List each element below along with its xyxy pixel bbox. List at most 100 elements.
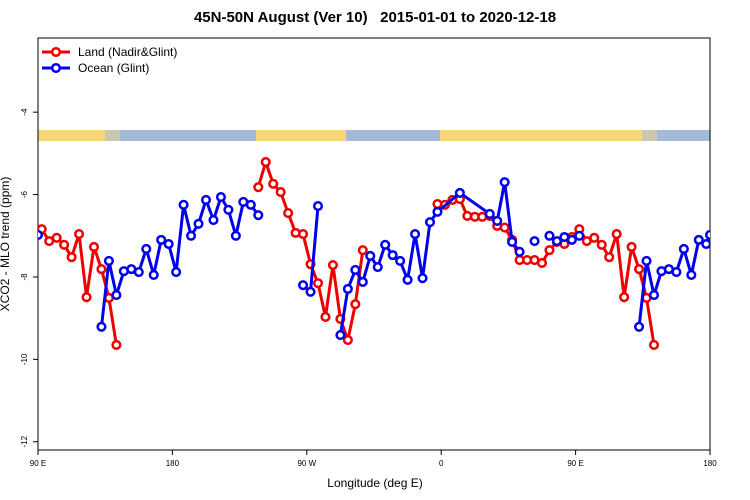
series-line bbox=[40, 160, 656, 346]
data-point bbox=[544, 230, 555, 241]
data-point bbox=[507, 236, 518, 247]
y-tick-label: -10 bbox=[20, 353, 29, 365]
data-point bbox=[88, 241, 100, 252]
data-point bbox=[298, 229, 309, 240]
data-point bbox=[74, 229, 85, 240]
data-point bbox=[611, 229, 622, 240]
data-point bbox=[634, 264, 645, 275]
data-point bbox=[178, 199, 189, 210]
data-point bbox=[454, 187, 465, 198]
data-point bbox=[260, 156, 271, 168]
data-point bbox=[678, 243, 689, 254]
data-point bbox=[350, 299, 361, 310]
data-point bbox=[648, 290, 660, 301]
data-point bbox=[536, 257, 548, 269]
data-point bbox=[529, 236, 540, 247]
land-mask-band bbox=[38, 130, 710, 141]
data-point bbox=[350, 264, 361, 276]
data-point bbox=[499, 177, 510, 188]
data-point bbox=[357, 276, 368, 287]
x-tick-label: 90 W bbox=[297, 459, 316, 468]
data-point bbox=[604, 252, 615, 263]
series bbox=[38, 156, 660, 350]
y-tick-label: -6 bbox=[20, 190, 29, 198]
data-point bbox=[395, 255, 406, 266]
data-point bbox=[156, 234, 167, 245]
data-point bbox=[66, 252, 77, 263]
data-point bbox=[148, 269, 159, 280]
data-point bbox=[492, 215, 503, 226]
data-point bbox=[686, 269, 697, 280]
data-point bbox=[320, 311, 331, 322]
data-point bbox=[701, 238, 710, 250]
data-point bbox=[200, 194, 212, 205]
plot-frame bbox=[37, 37, 711, 451]
legend-marker bbox=[50, 46, 62, 58]
data-point bbox=[253, 182, 264, 193]
data-point bbox=[380, 239, 391, 250]
legend-label: Land (Nadir&Glint) bbox=[78, 45, 177, 59]
data-point bbox=[634, 321, 645, 332]
data-point bbox=[208, 215, 219, 226]
data-point bbox=[283, 208, 294, 219]
data-point bbox=[589, 232, 600, 243]
data-point bbox=[230, 230, 241, 241]
data-point bbox=[424, 217, 436, 228]
y-axis-label: XCO2 - MLO trend (ppm) bbox=[0, 177, 12, 312]
data-point bbox=[342, 283, 353, 294]
legend-marker bbox=[50, 62, 62, 74]
data-point bbox=[402, 274, 413, 285]
data-point bbox=[215, 191, 226, 203]
data-point bbox=[596, 239, 607, 250]
data-point bbox=[59, 239, 70, 250]
data-point bbox=[574, 230, 585, 241]
data-point bbox=[619, 292, 630, 303]
x-tick-label: 90 E bbox=[567, 459, 583, 468]
x-axis-label: Longitude (deg E) bbox=[327, 476, 422, 490]
data-point bbox=[626, 241, 637, 252]
data-point bbox=[514, 246, 525, 257]
legend-label: Ocean (Glint) bbox=[78, 61, 149, 75]
data-point bbox=[223, 204, 234, 215]
data-point bbox=[186, 230, 197, 241]
data-point bbox=[387, 250, 398, 261]
data-point bbox=[96, 321, 107, 332]
data-point bbox=[342, 334, 353, 346]
x-tick-label: 180 bbox=[703, 459, 717, 468]
data-point bbox=[133, 266, 144, 278]
data-point bbox=[245, 199, 256, 210]
data-point bbox=[103, 255, 114, 266]
data-point bbox=[81, 292, 92, 303]
data-point bbox=[163, 238, 174, 250]
y-tick-label: -4 bbox=[20, 108, 29, 116]
data-point bbox=[312, 201, 324, 212]
data-point bbox=[432, 206, 443, 217]
data-point bbox=[693, 234, 704, 245]
chart-title: 45N-50N August (Ver 10) 2015-01-01 to 20… bbox=[194, 9, 556, 26]
data-point bbox=[312, 278, 324, 289]
x-tick-label: 180 bbox=[166, 459, 180, 468]
data-point bbox=[51, 232, 62, 243]
data-point bbox=[410, 229, 421, 240]
data-point bbox=[648, 339, 660, 350]
data-point bbox=[544, 245, 555, 256]
x-tick-label: 90 E bbox=[30, 459, 46, 468]
y-tick-label: -8 bbox=[20, 273, 29, 281]
data-point bbox=[671, 266, 682, 278]
data-point bbox=[357, 245, 368, 256]
data-point bbox=[141, 243, 152, 254]
data-point bbox=[305, 286, 316, 297]
data-point bbox=[551, 236, 562, 247]
data-point bbox=[193, 218, 204, 229]
data-point bbox=[171, 266, 182, 278]
data-point bbox=[38, 229, 44, 240]
data-point bbox=[268, 178, 279, 189]
data-point bbox=[327, 259, 338, 271]
data-point bbox=[641, 255, 652, 266]
data-point bbox=[566, 234, 577, 245]
x-tick-label: 0 bbox=[439, 459, 444, 468]
data-point bbox=[298, 280, 309, 291]
data-point bbox=[275, 187, 286, 198]
data-point bbox=[372, 262, 383, 273]
